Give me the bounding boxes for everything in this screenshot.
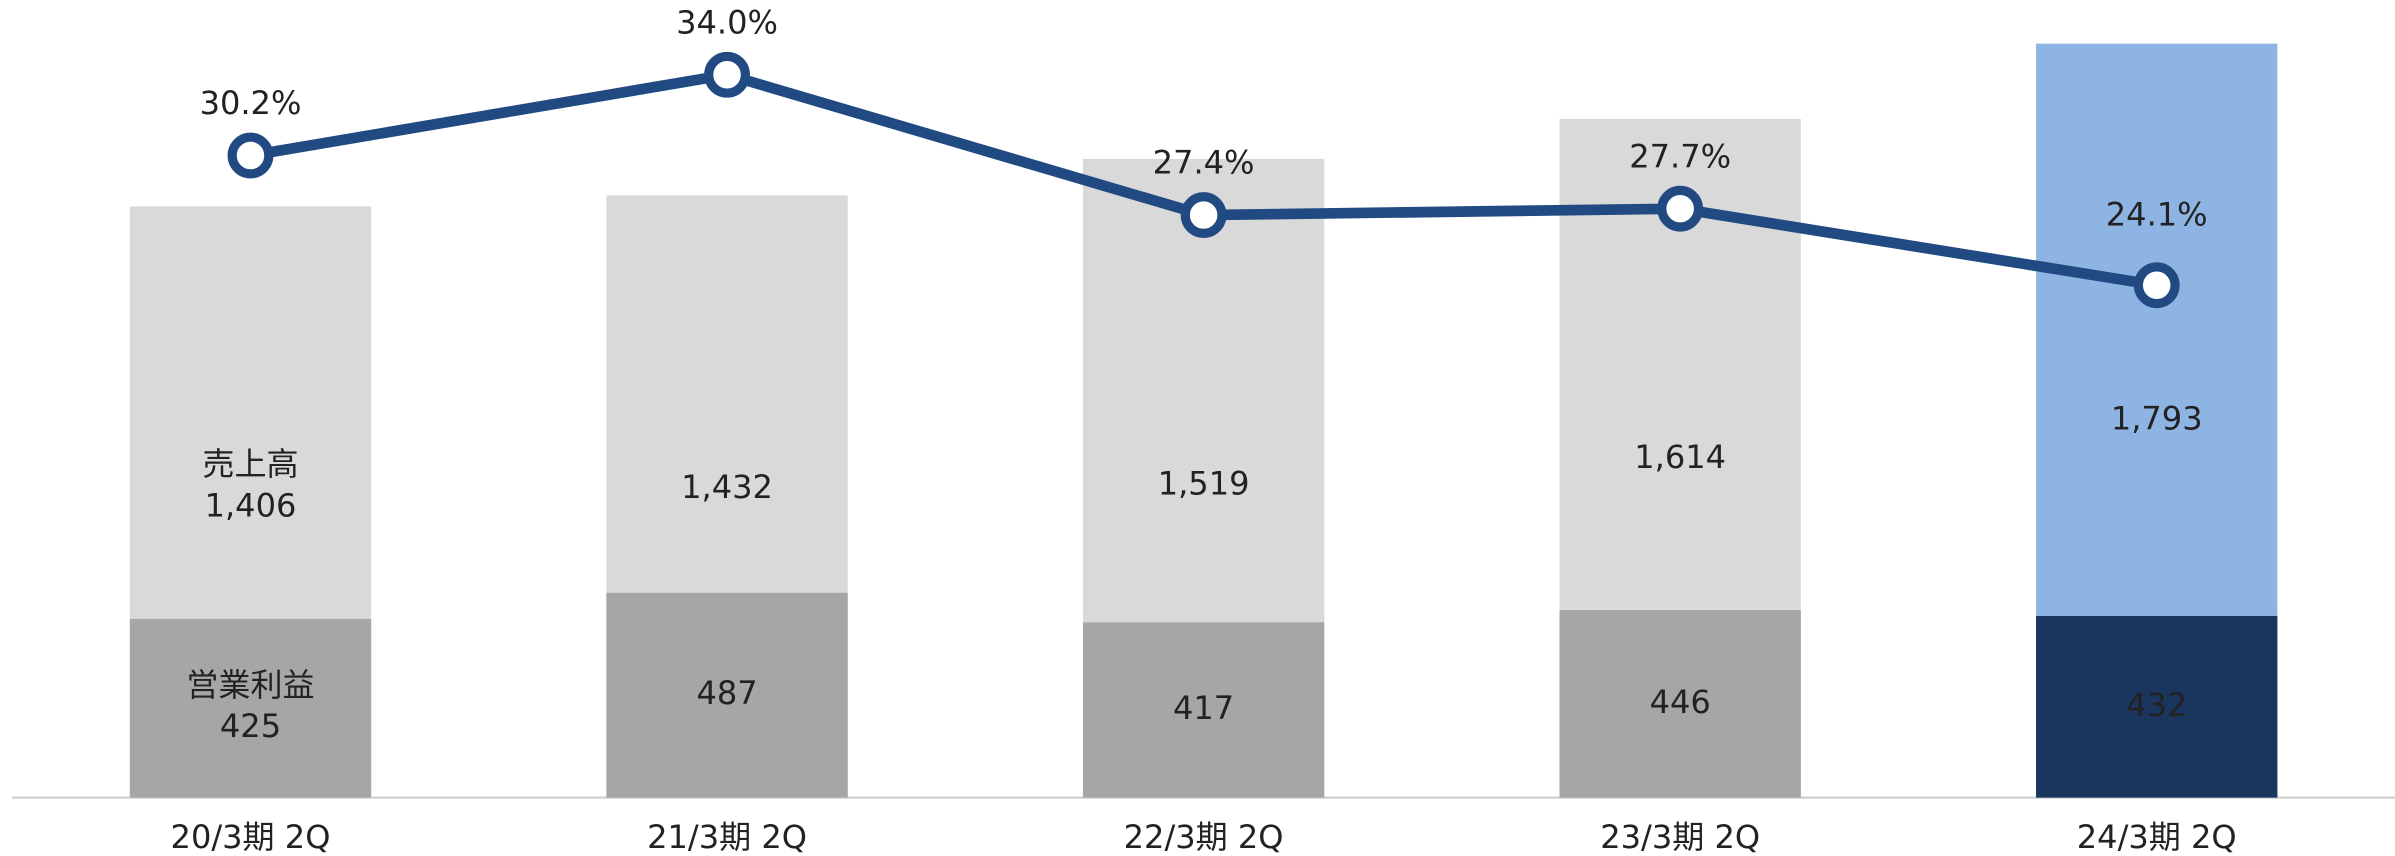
x-tick-label: 23/3期 2Q	[1600, 818, 1760, 856]
profit-label: 446	[1650, 683, 1711, 721]
margin-point	[2133, 262, 2180, 309]
profit-label: 425	[220, 707, 281, 745]
profit-bar	[1559, 610, 1801, 798]
x-tick-label: 24/3期 2Q	[2077, 818, 2237, 856]
margin-label: 24.1%	[2106, 195, 2208, 233]
sales-label: 1,519	[1158, 464, 1250, 502]
margin-label: 34.0%	[676, 3, 778, 41]
margin-point	[704, 51, 750, 98]
profit-bar	[1082, 622, 1325, 798]
margin-point	[1180, 192, 1227, 238]
sales-label: 1,406	[205, 486, 297, 524]
sales-label: 1,793	[2111, 399, 2203, 437]
x-tick-label: 20/3期 2Q	[171, 818, 331, 856]
x-tick-label: 22/3期 2Q	[1124, 818, 1284, 856]
sales-label: 1,432	[681, 468, 773, 506]
margin-label: 27.7%	[1629, 137, 1731, 175]
profit-label: 432	[2126, 686, 2187, 724]
margin-point	[227, 132, 274, 179]
margin-point	[1657, 185, 1704, 232]
profit-bar	[606, 592, 848, 798]
profit-label: 417	[1173, 689, 1234, 727]
profit-label: 487	[696, 674, 757, 712]
profit-bar	[2036, 615, 2278, 798]
profit-name: 営業利益	[186, 666, 314, 704]
x-tick-label: 21/3期 2Q	[647, 818, 807, 856]
sales-name: 売上高	[202, 445, 298, 483]
sales-label: 1,614	[1634, 438, 1726, 476]
margin-label: 27.4%	[1153, 144, 1255, 182]
profit-bar	[129, 618, 372, 798]
margin-label: 30.2%	[200, 84, 302, 122]
